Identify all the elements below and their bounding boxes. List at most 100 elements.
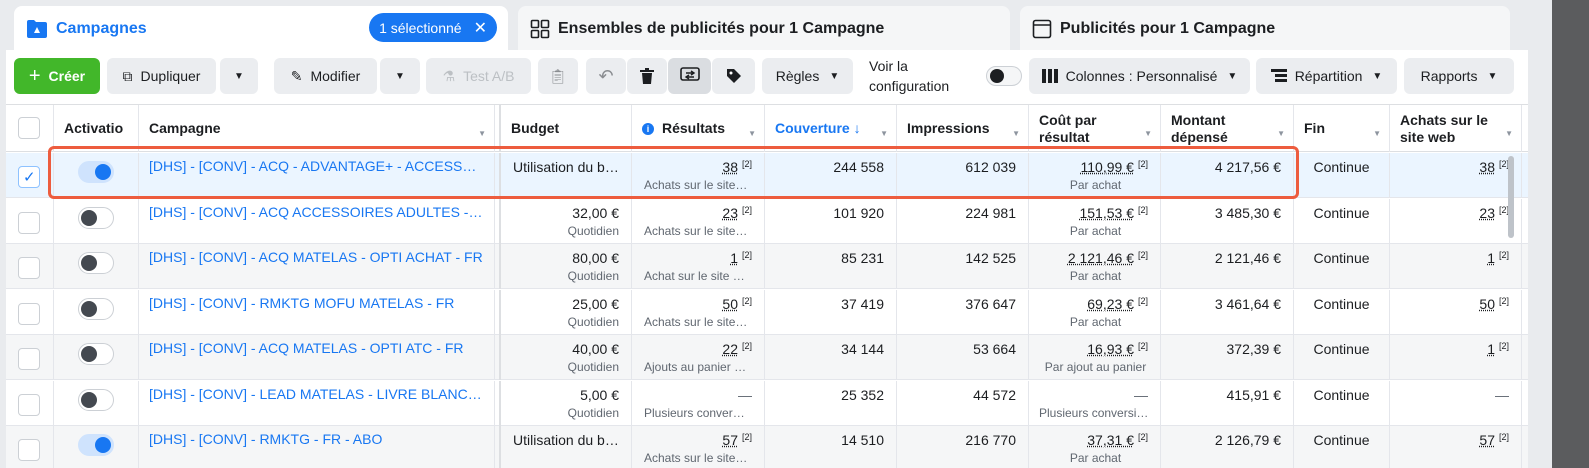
row-checkbox[interactable]: [18, 211, 40, 234]
row-budget-cell: Utilisation du budget de l'ensemble de p…: [499, 153, 632, 198]
row-reach-cell: 85 231: [765, 244, 897, 289]
activation-toggle[interactable]: [78, 297, 114, 320]
row-end-cell: Continue: [1294, 153, 1390, 198]
cpr-value: 69,23 € [2]: [1087, 296, 1148, 312]
header-impressions[interactable]: Impressions ▼: [897, 105, 1029, 152]
spent-value: 415,91 €: [1226, 386, 1282, 403]
clipboard-button[interactable]: 📋︎: [538, 58, 578, 94]
row-cpr-cell: 110,99 € [2] Par achat: [1029, 153, 1161, 198]
results-value: 23 [2]: [722, 205, 752, 221]
row-checkbox[interactable]: [18, 393, 40, 416]
table-row[interactable]: [DHS] - [CONV] - ACQ ACCESSOIRES ADULTES…: [6, 198, 1528, 244]
tab-adsets[interactable]: Ensembles de publicités pour 1 Campagne: [518, 6, 1010, 52]
view-config-toggle[interactable]: [986, 66, 1022, 86]
table-row[interactable]: [DHS] - [CONV] - ACQ MATELAS - OPTI ACHA…: [6, 244, 1528, 289]
end-value: Continue: [1313, 295, 1370, 312]
selected-count-pill[interactable]: 1 sélectionné ✕: [369, 13, 497, 42]
vertical-scrollbar[interactable]: [1508, 156, 1514, 238]
end-value: Continue: [1313, 386, 1370, 403]
header-campaign[interactable]: Campagne ▼: [139, 105, 495, 152]
plus-icon: +: [28, 64, 41, 87]
tag-icon: [726, 69, 741, 83]
row-select-cell: [6, 244, 54, 289]
activation-toggle[interactable]: [78, 161, 114, 183]
campaign-name-link[interactable]: [DHS] - [CONV] - LEAD MATELAS - LIVRE BL…: [149, 385, 485, 402]
duplicate-button[interactable]: ⧉ Dupliquer: [107, 58, 216, 94]
activation-toggle[interactable]: [78, 434, 114, 456]
clear-selection-icon[interactable]: ✕: [473, 19, 487, 37]
row-campaign-cell: [DHS] - [CONV] - ACQ ACCESSOIRES ADULTES…: [139, 198, 495, 244]
info-icon[interactable]: i: [642, 122, 654, 135]
caret-down-icon: ▼: [829, 70, 840, 82]
row-checkbox[interactable]: [18, 348, 40, 370]
header-cost-per-result[interactable]: Coût par résultat ▼: [1029, 105, 1161, 152]
rules-label: Règles: [775, 68, 820, 84]
row-checkbox[interactable]: [18, 439, 40, 461]
header-amount-spent[interactable]: Montant dépensé ▼: [1161, 105, 1294, 152]
cpr-number: 16,93 €: [1087, 341, 1134, 357]
row-campaign-cell: [DHS] - [CONV] - ACQ MATELAS - OPTI ATC …: [139, 335, 495, 380]
web-purchases-value: 57 [2]: [1479, 432, 1509, 448]
reports-button[interactable]: Rapports ▼: [1404, 58, 1514, 94]
campaign-name-link[interactable]: [DHS] - [CONV] - RMKTG - FR - ABO: [149, 431, 383, 447]
duplicate-dropdown-button[interactable]: ▼: [220, 58, 258, 94]
view-config-label-line1: Voir la: [869, 58, 908, 74]
row-campaign-cell: [DHS] - [CONV] - ACQ - ADVANTAGE+ - ACCE…: [139, 153, 495, 198]
tab-adsets-label: Ensembles de publicités pour 1 Campagne: [558, 20, 885, 37]
campaign-name-link[interactable]: [DHS] - [CONV] - ACQ MATELAS - OPTI ATC …: [149, 340, 464, 356]
activation-toggle[interactable]: [78, 252, 114, 274]
row-checkbox[interactable]: [18, 257, 40, 279]
breakdown-button[interactable]: Répartition ▼: [1256, 58, 1397, 94]
header-budget-label: Budget: [511, 120, 560, 136]
header-reach[interactable]: Couverture ↓ ▼: [765, 105, 897, 152]
header-activation-label: Activatio: [64, 120, 124, 136]
table-row[interactable]: [DHS] - [CONV] - RMKTG - FR - ABO Utilis…: [6, 426, 1528, 468]
activation-toggle[interactable]: [78, 388, 114, 411]
header-reach-label: Couverture ↓: [775, 120, 861, 136]
header-results[interactable]: i Résultats ▼: [632, 105, 765, 152]
row-campaign-cell: [DHS] - [CONV] - LEAD MATELAS - LIVRE BL…: [139, 380, 495, 426]
ad-window-icon: [1032, 19, 1052, 39]
cpr-value: 37,31 € [2]: [1087, 432, 1148, 448]
row-spent-cell: 3 461,64 €: [1161, 289, 1294, 335]
campaign-name-link[interactable]: [DHS] - [CONV] - ACQ ACCESSOIRES ADULTES…: [149, 203, 485, 220]
ab-test-button[interactable]: ⚗ Test A/B: [426, 58, 531, 94]
activation-toggle[interactable]: [78, 206, 114, 229]
row-impressions-cell: 224 981: [897, 198, 1029, 244]
row-checkbox[interactable]: [18, 302, 40, 325]
results-number: —: [738, 386, 752, 403]
delete-button[interactable]: [627, 58, 667, 94]
campaign-name-link[interactable]: [DHS] - [CONV] - ACQ MATELAS - OPTI ACHA…: [149, 249, 483, 265]
tag-button[interactable]: [712, 58, 755, 94]
row-checkbox[interactable]: [18, 166, 40, 188]
create-button[interactable]: + Créer: [14, 58, 100, 94]
cpr-value: 151,53 € [2]: [1079, 205, 1148, 221]
header-budget[interactable]: Budget: [499, 105, 632, 152]
row-spent-cell: 3 485,30 €: [1161, 198, 1294, 244]
clipboard-icon: 📋︎: [549, 67, 567, 84]
header-end[interactable]: Fin ▼: [1294, 105, 1390, 152]
select-all-checkbox[interactable]: [18, 117, 40, 139]
impressions-value: 376 647: [965, 295, 1016, 312]
edit-button[interactable]: ✎ Modifier: [274, 58, 377, 94]
header-activation[interactable]: Activatio: [54, 105, 139, 152]
header-web-purchases[interactable]: Achats sur le site web ▼: [1390, 105, 1522, 152]
row-impressions-cell: 612 039: [897, 153, 1029, 198]
cpr-number: 69,23 €: [1087, 295, 1134, 312]
impressions-value: 216 770: [965, 432, 1016, 448]
undo-button[interactable]: ↶: [586, 58, 626, 94]
grid-icon: [530, 19, 550, 39]
rules-button[interactable]: Règles ▼: [762, 58, 853, 94]
table-row[interactable]: [DHS] - [CONV] - ACQ MATELAS - OPTI ATC …: [6, 335, 1528, 380]
tab-campaigns[interactable]: Campagnes 1 sélectionné ✕: [14, 6, 508, 52]
columns-button[interactable]: Colonnes : Personnalisé ▼: [1029, 58, 1250, 94]
activation-toggle[interactable]: [78, 343, 114, 365]
tab-ads[interactable]: Publicités pour 1 Campagne: [1020, 6, 1510, 52]
compare-button[interactable]: [668, 58, 711, 94]
table-row[interactable]: [DHS] - [CONV] - RMKTG MOFU MATELAS - FR…: [6, 289, 1528, 335]
edit-dropdown-button[interactable]: ▼: [380, 58, 420, 94]
footnote-marker: [2]: [1498, 295, 1509, 306]
table-row[interactable]: [DHS] - [CONV] - LEAD MATELAS - LIVRE BL…: [6, 380, 1528, 426]
row-cpr-cell: 2 121,46 € [2] Par achat: [1029, 244, 1161, 289]
campaign-name-link[interactable]: [DHS] - [CONV] - RMKTG MOFU MATELAS - FR: [149, 294, 455, 311]
